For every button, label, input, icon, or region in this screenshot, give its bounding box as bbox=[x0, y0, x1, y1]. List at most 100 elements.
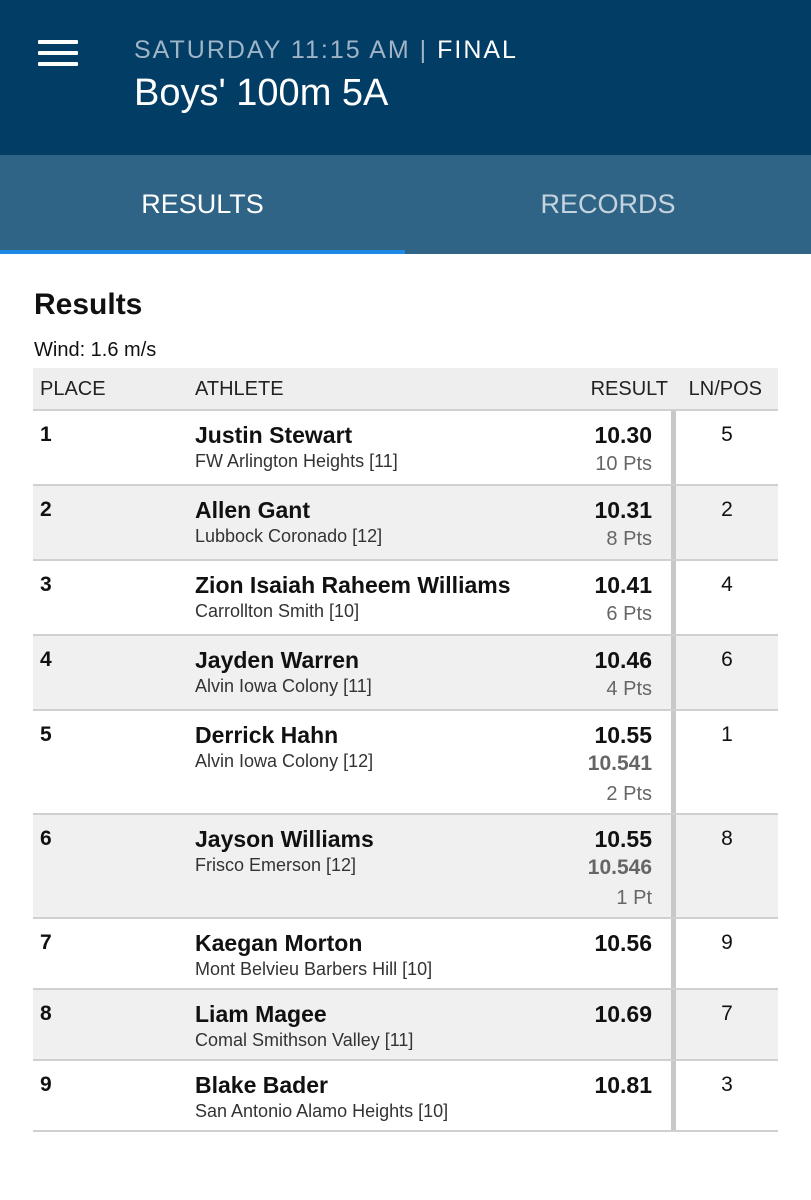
column-header-place: PLACE bbox=[40, 378, 106, 400]
column-header-athlete: ATHLETE bbox=[195, 378, 284, 400]
lane-position: 4 bbox=[721, 573, 733, 596]
place-number: 2 bbox=[40, 498, 52, 521]
athlete-team: Mont Belvieu Barbers Hill [10] bbox=[195, 959, 433, 979]
column-header-result: RESULT bbox=[590, 378, 668, 400]
lane-position: 8 bbox=[721, 827, 733, 850]
athlete-cell: Justin Stewart FW Arlington Heights [11] bbox=[195, 421, 398, 473]
result-precise-time: 10.541 bbox=[587, 752, 652, 775]
column-divider bbox=[671, 561, 676, 634]
result-time: 10.41 bbox=[594, 572, 652, 598]
athlete-name[interactable]: Liam Magee bbox=[195, 1001, 327, 1027]
section-title: Results bbox=[34, 288, 143, 321]
result-cell: 10.30 10 Pts bbox=[594, 421, 652, 479]
result-cell: 10.55 10.546 1 Pt bbox=[588, 825, 652, 913]
column-divider bbox=[671, 815, 676, 917]
athlete-team: Frisco Emerson [12] bbox=[195, 855, 357, 875]
lane-position: 7 bbox=[721, 1002, 733, 1025]
table-row[interactable]: 1 Justin Stewart FW Arlington Heights [11]… bbox=[33, 411, 778, 486]
athlete-team: Alvin Iowa Colony [11] bbox=[195, 676, 372, 696]
event-subtitle: SATURDAY 11:15 AM | FINAL bbox=[134, 36, 518, 65]
athlete-name[interactable]: Justin Stewart bbox=[195, 422, 353, 448]
athlete-cell: Blake Bader San Antonio Alamo Heights [10… bbox=[195, 1071, 448, 1123]
place-number: 5 bbox=[40, 723, 52, 746]
results-table: PLACE ATHLETE RESULT LN/POS 1 Justin Stew… bbox=[33, 368, 778, 1132]
place-number: 1 bbox=[40, 423, 52, 446]
result-points: 4 Pts bbox=[606, 678, 652, 700]
result-precise-time: 10.546 bbox=[587, 856, 652, 879]
athlete-cell: Allen Gant Lubbock Coronado [12] bbox=[195, 496, 382, 548]
athlete-name[interactable]: Derrick Hahn bbox=[195, 722, 339, 748]
result-points: 6 Pts bbox=[606, 603, 652, 625]
athlete-name[interactable]: Jayden Warren bbox=[195, 647, 360, 673]
lane-position: 6 bbox=[721, 648, 733, 671]
table-row[interactable]: 6 Jayson Williams Frisco Emerson [12] 10.55… bbox=[33, 815, 778, 919]
event-status: FINAL bbox=[437, 36, 518, 64]
result-cell: 10.81 bbox=[594, 1071, 652, 1099]
hamburger-menu-icon[interactable] bbox=[38, 38, 78, 68]
active-tab-indicator bbox=[0, 250, 405, 254]
tab-records[interactable]: RECORDS bbox=[540, 189, 676, 219]
place-number: 6 bbox=[40, 827, 52, 850]
column-divider bbox=[671, 711, 676, 813]
lane-position: 9 bbox=[721, 931, 733, 954]
table-row[interactable]: 5 Derrick Hahn Alvin Iowa Colony [12] 10.55… bbox=[33, 711, 778, 815]
result-time: 10.55 bbox=[594, 826, 652, 852]
athlete-name[interactable]: Jayson Williams bbox=[195, 826, 374, 852]
place-number: 7 bbox=[40, 931, 52, 954]
lane-position: 3 bbox=[721, 1073, 733, 1096]
table-row[interactable]: 8 Liam Magee Comal Smithson Valley [11] 10.… bbox=[33, 990, 778, 1061]
column-header-lnpos: LN/POS bbox=[688, 378, 762, 400]
table-header: PLACE ATHLETE RESULT LN/POS bbox=[33, 368, 778, 411]
place-number: 3 bbox=[40, 573, 52, 596]
athlete-cell: Kaegan Morton Mont Belvieu Barbers Hill [… bbox=[195, 929, 432, 981]
result-time: 10.69 bbox=[594, 1001, 652, 1027]
athlete-name[interactable]: Zion Isaiah Raheem Williams bbox=[195, 572, 511, 598]
table-row[interactable]: 4 Jayden Warren Alvin Iowa Colony [11] 10.4… bbox=[33, 636, 778, 711]
table-body: 1 Justin Stewart FW Arlington Heights [11]… bbox=[33, 411, 778, 1132]
lane-position: 1 bbox=[721, 723, 733, 746]
wind-reading: Wind: 1.6 m/s bbox=[34, 339, 157, 361]
table-row[interactable]: 3 Zion Isaiah Raheem Williams Carrollton S… bbox=[33, 561, 778, 636]
result-time: 10.81 bbox=[594, 1072, 652, 1098]
lane-position: 5 bbox=[721, 423, 733, 446]
subtitle-separator: | bbox=[419, 36, 429, 64]
result-points: 2 Pts bbox=[606, 783, 652, 805]
table-row[interactable]: 2 Allen Gant Lubbock Coronado [12] 10.31 8 P… bbox=[33, 486, 778, 561]
result-points: 1 Pt bbox=[616, 887, 652, 909]
result-points: 10 Pts bbox=[595, 453, 652, 475]
athlete-cell: Jayson Williams Frisco Emerson [12] bbox=[195, 825, 374, 877]
athlete-name[interactable]: Kaegan Morton bbox=[195, 930, 363, 956]
athlete-cell: Derrick Hahn Alvin Iowa Colony [12] bbox=[195, 721, 373, 773]
athlete-team: San Antonio Alamo Heights [10] bbox=[195, 1101, 449, 1121]
result-cell: 10.46 4 Pts bbox=[594, 646, 652, 704]
tab-bar: RESULTS RECORDS bbox=[0, 155, 811, 254]
tab-results[interactable]: RESULTS bbox=[141, 189, 264, 219]
table-row[interactable]: 7 Kaegan Morton Mont Belvieu Barbers Hill … bbox=[33, 919, 778, 990]
table-row[interactable]: 9 Blake Bader San Antonio Alamo Heights [1… bbox=[33, 1061, 778, 1132]
athlete-cell: Zion Isaiah Raheem Williams Carrollton Sm… bbox=[195, 571, 511, 623]
result-points: 8 Pts bbox=[606, 528, 652, 550]
athlete-name[interactable]: Blake Bader bbox=[195, 1072, 328, 1098]
column-divider bbox=[671, 411, 676, 484]
result-time: 10.55 bbox=[594, 722, 652, 748]
column-divider bbox=[671, 636, 676, 709]
result-cell: 10.31 8 Pts bbox=[594, 496, 652, 554]
result-time: 10.30 bbox=[594, 422, 652, 448]
event-title: Boys' 100m 5A bbox=[134, 72, 389, 114]
place-number: 4 bbox=[40, 648, 52, 671]
result-time: 10.31 bbox=[594, 497, 652, 523]
result-time: 10.56 bbox=[594, 930, 652, 956]
athlete-team: Lubbock Coronado [12] bbox=[195, 526, 383, 546]
athlete-team: Comal Smithson Valley [11] bbox=[195, 1030, 414, 1050]
athlete-team: Alvin Iowa Colony [12] bbox=[195, 751, 374, 771]
column-divider bbox=[671, 990, 676, 1059]
place-number: 8 bbox=[40, 1002, 52, 1025]
column-divider bbox=[671, 1061, 676, 1130]
athlete-cell: Liam Magee Comal Smithson Valley [11] bbox=[195, 1000, 413, 1052]
result-cell: 10.69 bbox=[594, 1000, 652, 1028]
result-time: 10.46 bbox=[594, 647, 652, 673]
athlete-name[interactable]: Allen Gant bbox=[195, 497, 311, 523]
result-cell: 10.56 bbox=[594, 929, 652, 957]
athlete-team: FW Arlington Heights [11] bbox=[195, 451, 398, 471]
app-bar: SATURDAY 11:15 AM | FINAL Boys' 100m 5A bbox=[0, 0, 811, 155]
